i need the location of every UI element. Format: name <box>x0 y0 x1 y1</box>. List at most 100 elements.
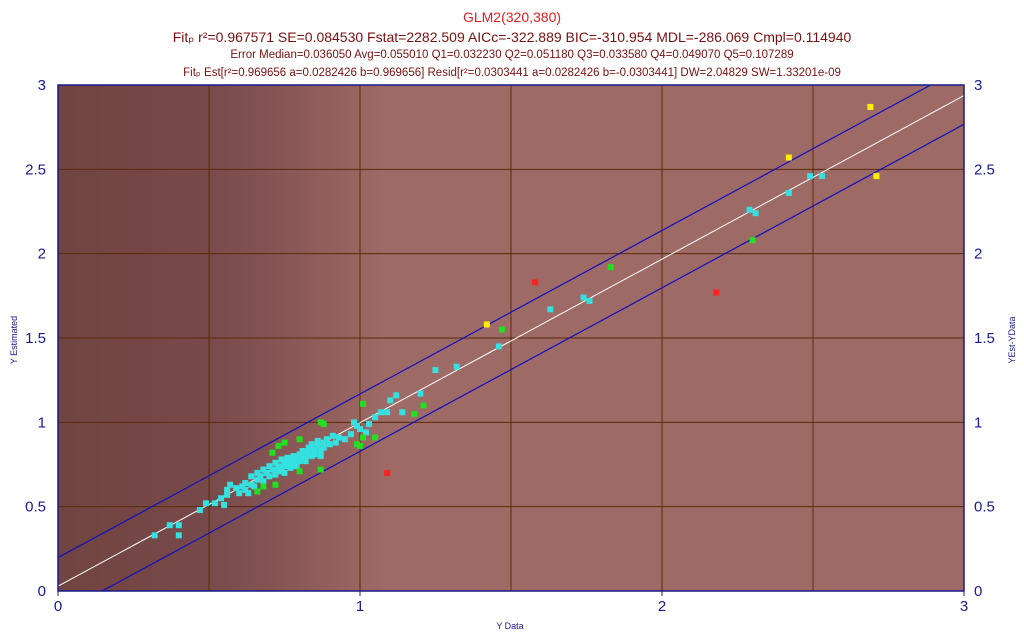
data-point <box>233 485 240 492</box>
data-point <box>245 490 252 497</box>
data-point <box>372 434 379 441</box>
data-point <box>384 409 391 416</box>
data-point <box>326 441 333 448</box>
data-point <box>290 453 297 460</box>
error-statistics: Error Median=0.036050 Avg=0.055010 Q1=0.… <box>230 49 794 61</box>
data-point <box>378 409 385 416</box>
data-point <box>329 432 336 439</box>
data-point <box>296 451 303 458</box>
data-point <box>360 400 367 407</box>
data-point <box>607 264 614 271</box>
data-point <box>281 439 288 446</box>
y-tick-label: 3 <box>38 77 46 94</box>
data-point <box>254 476 261 483</box>
data-point <box>269 466 276 473</box>
data-point <box>752 210 759 217</box>
data-point <box>299 448 306 455</box>
data-point <box>275 463 282 470</box>
data-point <box>483 321 490 328</box>
x-tick-label: 0 <box>54 598 62 615</box>
data-point <box>357 442 363 449</box>
data-point <box>332 439 339 446</box>
data-point <box>320 439 327 446</box>
data-point <box>212 500 219 507</box>
data-point <box>305 444 312 451</box>
data-point <box>308 453 315 460</box>
data-point <box>420 402 427 409</box>
data-point <box>254 488 261 495</box>
data-point <box>302 458 309 465</box>
data-point <box>257 473 264 480</box>
y2-tick-label: 1.5 <box>974 330 995 347</box>
data-point <box>806 173 813 180</box>
data-point <box>302 453 309 460</box>
grid-lines <box>58 85 964 591</box>
data-point <box>873 173 880 180</box>
data-point <box>278 464 285 471</box>
data-points <box>151 103 880 539</box>
data-point <box>311 446 318 453</box>
x-tick-label: 1 <box>356 598 364 615</box>
data-point <box>293 463 300 470</box>
data-point <box>363 429 370 436</box>
estimate-statistics: Fitₚ Est[r²=0.969656 a=0.0282426 b=0.969… <box>183 67 841 79</box>
data-point <box>218 495 225 502</box>
data-point <box>393 392 400 399</box>
fit-statistics: Fitₚ r²=0.967571 SE=0.084530 Fstat=2282.… <box>172 29 852 45</box>
data-point <box>296 468 303 475</box>
data-point <box>366 421 373 428</box>
data-point <box>269 449 276 456</box>
plot-frame <box>57 84 965 592</box>
y-tick-label: 0.5 <box>25 499 46 516</box>
data-point <box>317 448 324 455</box>
data-point <box>281 469 288 476</box>
data-point <box>299 454 306 461</box>
data-point <box>202 500 209 507</box>
data-point <box>296 436 303 443</box>
data-point <box>867 103 874 110</box>
data-point <box>353 422 360 429</box>
data-point <box>311 451 318 458</box>
data-point <box>175 522 182 529</box>
data-point <box>317 453 324 460</box>
y2-tick-label: 0.5 <box>974 499 995 516</box>
data-point <box>586 297 593 304</box>
data-point <box>260 466 267 473</box>
data-point <box>287 464 294 471</box>
data-point <box>335 434 342 441</box>
x-tick-label: 3 <box>960 598 968 615</box>
data-point <box>323 436 330 443</box>
data-point <box>320 421 327 428</box>
data-point <box>314 437 321 444</box>
y-tick-label: 2.5 <box>25 161 46 178</box>
data-point <box>308 441 315 448</box>
data-point <box>260 478 267 485</box>
x-tick-label: 2 <box>658 598 666 615</box>
data-point <box>387 397 394 404</box>
data-point <box>284 463 291 470</box>
data-point <box>372 414 379 421</box>
y-axis-label: Y Estimated <box>9 316 19 364</box>
data-point <box>532 279 539 286</box>
data-point <box>287 458 294 465</box>
data-point <box>746 206 753 213</box>
data-point <box>785 154 792 161</box>
y-tick-label: 0 <box>38 583 46 600</box>
data-point <box>495 343 502 350</box>
data-point <box>275 442 282 449</box>
data-point <box>749 237 756 244</box>
data-point <box>290 459 297 466</box>
fit-lines <box>58 85 964 591</box>
data-point <box>432 367 439 374</box>
data-point <box>360 434 367 441</box>
data-point <box>399 409 406 416</box>
data-point <box>242 480 249 487</box>
y2-tick-label: 3 <box>974 77 982 94</box>
data-point <box>166 522 173 529</box>
x-axis-label: Y Data <box>496 621 523 631</box>
data-point <box>278 456 285 463</box>
data-point <box>819 173 826 180</box>
data-point <box>293 456 300 463</box>
data-point <box>239 483 246 490</box>
y2-tick-label: 0 <box>974 583 982 600</box>
